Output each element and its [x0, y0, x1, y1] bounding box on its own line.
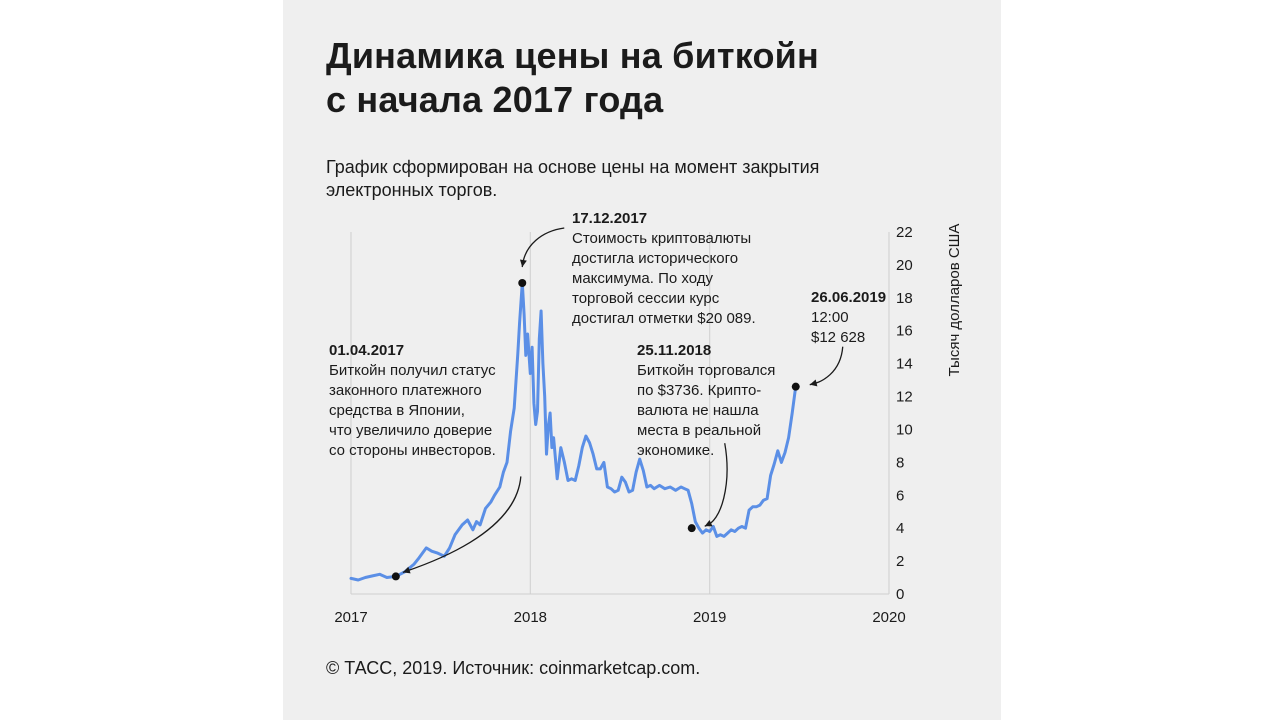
annotation-line: максимума. По ходу [572, 270, 713, 287]
annotation-line: места в реальной [637, 422, 761, 439]
y-tick-label: 14 [896, 356, 913, 373]
annotation-line: по $3736. Крипто- [637, 382, 761, 399]
y-tick-labels: 0 2 4 6 8 10 12 14 16 18 20 22 [896, 224, 913, 603]
y-tick-label: 20 [896, 257, 913, 274]
y-tick-label: 6 [896, 487, 904, 504]
y-tick-label: 0 [896, 586, 904, 603]
title-line-1: Динамика цены на биткойн [326, 35, 819, 76]
annotation-text: 25.11.2018 Биткойн торговался по $3736. Кр… [637, 342, 775, 459]
y-tick-label: 4 [896, 520, 904, 537]
series-line [349, 281, 798, 582]
annotation-a2017dec: 17.12.2017 Стоимость криптовалюты достигла… [518, 210, 756, 327]
y-axis-label: Тысяч долларов США [946, 224, 963, 377]
annotation-a2018: 25.11.2018 Биткойн торговался по $3736. Кр… [637, 342, 775, 533]
y-tick-label: 2 [896, 553, 904, 570]
infographic-panel: Динамика цены на биткойн с начала 2017 г… [283, 0, 1001, 720]
annotation-line: что увеличило доверие [329, 422, 492, 439]
annotation-date: 26.06.2019 [811, 289, 886, 306]
annotation-dot [518, 279, 527, 288]
annotation-arrowhead [402, 566, 411, 574]
x-tick-label: 2018 [514, 609, 547, 626]
annotation-line: валюта не нашла [637, 402, 759, 419]
annotation-dot [687, 524, 696, 533]
title-line-2: с начала 2017 года [326, 79, 664, 120]
x-gridlines [350, 232, 890, 594]
annotation-line: средства в Японии, [329, 402, 465, 419]
annotation-arrowhead [519, 259, 527, 268]
annotation-dot [391, 572, 400, 581]
x-tick-label: 2019 [693, 609, 726, 626]
subtitle-line-2: электронных торгов. [326, 180, 498, 200]
annotation-arrowhead [809, 379, 818, 387]
annotation-line: со стороны инвесторов. [329, 442, 496, 459]
subtitle-line-1: График сформирован на основе цены на мом… [326, 157, 820, 177]
annotations: 01.04.2017 Биткойн получил статус законног… [329, 210, 886, 581]
annotation-line: торговой сессии курс [572, 290, 720, 307]
annotation-text: 17.12.2017 Стоимость криптовалюты достигла… [572, 210, 756, 327]
y-tick-label: 18 [896, 290, 913, 307]
annotation-line: достигал отметки $20 089. [572, 310, 756, 327]
x-tick-label: 2020 [872, 609, 905, 626]
annotation-line: Биткойн получил статус [329, 362, 496, 379]
y-tick-label: 16 [896, 323, 913, 340]
annotation-text: 26.06.2019 12:00 $12 628 [811, 289, 886, 346]
source-footer: © ТАСС, 2019. Источник: coinmarketcap.co… [326, 658, 701, 678]
annotation-arrow [402, 476, 522, 574]
chart-subtitle: График сформирован на основе цены на мом… [326, 156, 926, 202]
annotation-date: 01.04.2017 [329, 342, 404, 359]
annotation-line: Биткойн торговался [637, 362, 775, 379]
y-tick-label: 22 [896, 224, 913, 241]
y-tick-label: 12 [896, 389, 913, 406]
y-tick-label: 8 [896, 454, 904, 471]
annotation-line: экономике. [637, 442, 714, 459]
y-tick-label: 10 [896, 421, 913, 438]
annotation-line: 12:00 [811, 309, 849, 326]
annotation-date: 25.11.2018 [637, 342, 711, 359]
annotation-text: 01.04.2017 Биткойн получил статус законног… [329, 342, 496, 459]
price-chart: 2017 2018 2019 2020 0 2 4 6 8 10 12 14 16 18 20 22 Тыс… [329, 210, 963, 626]
annotation-line: законного платежного [329, 382, 482, 399]
x-tick-labels: 2017 2018 2019 2020 [334, 609, 905, 626]
annotation-a2019: 26.06.2019 12:00 $12 628 [791, 289, 886, 391]
annotation-dot [791, 382, 800, 391]
annotation-arrowhead [704, 520, 713, 527]
chart-title: Динамика цены на биткойн с начала 2017 г… [326, 34, 966, 122]
annotation-line: достигла исторического [572, 250, 738, 267]
annotation-arrow [809, 346, 844, 386]
annotation-arrow [521, 227, 565, 268]
annotation-line: $12 628 [811, 329, 865, 346]
annotation-date: 17.12.2017 [572, 210, 647, 227]
annotation-line: Стоимость криптовалюты [572, 230, 751, 247]
x-tick-label: 2017 [334, 609, 367, 626]
annotation-a2017: 01.04.2017 Биткойн получил статус законног… [329, 342, 522, 581]
